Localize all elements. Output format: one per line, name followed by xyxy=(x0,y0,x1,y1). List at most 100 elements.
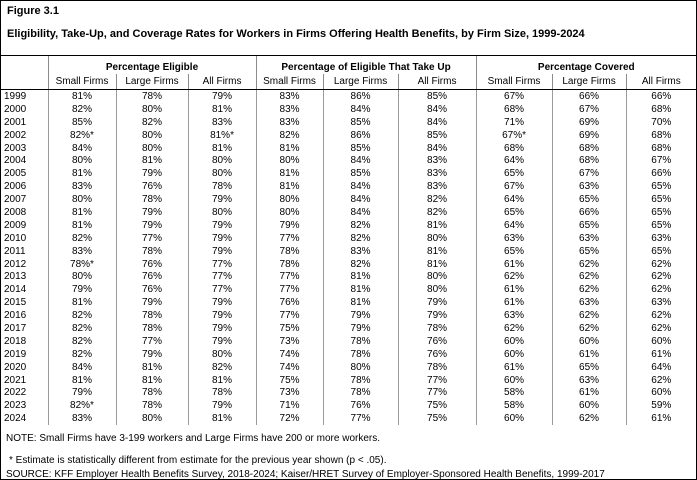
value-cell: 78% xyxy=(255,257,324,271)
value-cell: 85% xyxy=(322,167,399,181)
value-cell: 81% xyxy=(47,373,116,387)
value-cell: 62% xyxy=(551,309,627,323)
value-cell: 84% xyxy=(322,180,399,194)
value-cell: 82% xyxy=(47,322,116,335)
year-column-spacer xyxy=(1,56,48,74)
value-cell: 78% xyxy=(115,309,188,323)
value-cell: 80% xyxy=(322,360,399,374)
value-cell: 82% xyxy=(322,231,399,245)
value-cell: 84% xyxy=(397,141,477,155)
table-row: 2012 78%* 76% 77% 78% 82% 81% 61% 62% 62% xyxy=(1,257,696,271)
value-cell: 60% xyxy=(625,334,696,348)
year-cell: 2005 xyxy=(4,168,27,180)
value-cell: 78% xyxy=(115,386,188,400)
value-cell: 65% xyxy=(475,167,553,181)
value-cell: 62% xyxy=(625,270,696,284)
value-cell: 62% xyxy=(625,322,696,335)
value-cell: 82% xyxy=(397,206,477,219)
value-cell: 78% xyxy=(115,89,188,103)
value-cell: 60% xyxy=(475,347,553,361)
table-row: 2007 80% 78% 79% 80% 84% 82% 64% 65% 65% xyxy=(1,193,696,207)
value-cell: 63% xyxy=(551,373,627,387)
value-cell: 81% xyxy=(47,89,116,103)
value-cell: 80% xyxy=(115,128,188,142)
value-cell: 83% xyxy=(255,102,324,116)
note-text: NOTE: Small Firms have 3-199 workers and… xyxy=(6,433,381,445)
value-cell: 81% xyxy=(187,141,257,155)
value-cell: 78% xyxy=(322,373,399,387)
value-cell: 86% xyxy=(322,128,399,142)
table-row: 2003 84% 80% 81% 81% 85% 84% 68% 68% 68% xyxy=(1,141,696,155)
table-row: 2013 80% 76% 77% 77% 81% 80% 62% 62% 62% xyxy=(1,270,696,284)
value-cell: 80% xyxy=(255,154,324,168)
value-cell: 63% xyxy=(625,231,696,245)
value-cell: 78% xyxy=(115,399,188,413)
col-header-takeup-small-firms: Small Firms xyxy=(255,74,324,90)
value-cell: 84% xyxy=(47,360,116,374)
year-cell: 2013 xyxy=(4,271,27,283)
figure-label: Figure 3.1 xyxy=(7,5,59,17)
value-cell: 81%* xyxy=(187,128,257,142)
value-cell: 77% xyxy=(397,373,477,387)
value-cell: 60% xyxy=(475,334,553,348)
value-cell: 65% xyxy=(625,244,696,258)
value-cell: 80% xyxy=(397,283,477,297)
col-header-eligible-large-firms: Large Firms xyxy=(115,74,188,90)
value-cell: 79% xyxy=(187,309,257,323)
value-cell: 83% xyxy=(47,180,116,194)
value-cell: 84% xyxy=(47,141,116,155)
value-cell: 80% xyxy=(397,270,477,284)
value-cell: 83% xyxy=(397,154,477,168)
value-cell: 61% xyxy=(475,360,553,374)
value-cell: 66% xyxy=(625,89,696,103)
value-cell: 80% xyxy=(47,270,116,284)
data-table: Percentage Eligible Percentage of Eligib… xyxy=(1,56,696,426)
value-cell: 78% xyxy=(187,180,257,194)
value-cell: 79% xyxy=(322,322,399,335)
year-cell: 2001 xyxy=(4,116,27,128)
table-body: 1999 81% 78% 79% 83% 86% 85% 67% 66% 66% 2000 82% 80… xyxy=(1,89,696,426)
value-cell: 81% xyxy=(255,141,324,155)
value-cell: 68% xyxy=(551,141,627,155)
value-cell: 79% xyxy=(187,231,257,245)
year-cell: 2017 xyxy=(4,322,27,334)
value-cell: 67% xyxy=(475,180,553,194)
value-cell: 80% xyxy=(187,206,257,219)
value-cell: 63% xyxy=(551,180,627,194)
table-row: 2004 80% 81% 80% 80% 84% 83% 64% 68% 67% xyxy=(1,154,696,168)
table-row: 2017 82% 78% 79% 75% 79% 78% 62% 62% 62% xyxy=(1,322,696,335)
value-cell: 77% xyxy=(255,309,324,323)
value-cell: 79% xyxy=(115,206,188,219)
value-cell: 63% xyxy=(475,309,553,323)
value-cell: 83% xyxy=(397,167,477,181)
value-cell: 68% xyxy=(625,128,696,142)
value-cell: 65% xyxy=(551,244,627,258)
value-cell: 76% xyxy=(115,283,188,297)
value-cell: 78% xyxy=(322,386,399,400)
value-cell: 64% xyxy=(475,154,553,168)
title-block: Figure 3.1 Eligibility, Take-Up, and Cov… xyxy=(1,1,696,56)
year-cell: 2010 xyxy=(4,232,27,244)
value-cell: 81% xyxy=(47,296,116,310)
value-cell: 68% xyxy=(475,141,553,155)
table-row: 2010 82% 77% 79% 77% 82% 80% 63% 63% 63% xyxy=(1,231,696,245)
value-cell: 84% xyxy=(322,154,399,168)
value-cell: 60% xyxy=(551,334,627,348)
table-row: 2011 83% 78% 79% 78% 83% 81% 65% 65% 65% xyxy=(1,244,696,258)
value-cell: 83% xyxy=(322,244,399,258)
col-header-takeup-large-firms: Large Firms xyxy=(322,74,399,90)
value-cell: 81% xyxy=(397,218,477,232)
year-cell: 1999 xyxy=(4,90,27,102)
value-cell: 81% xyxy=(47,206,116,219)
value-cell: 66% xyxy=(625,167,696,181)
value-cell: 82% xyxy=(115,115,188,129)
value-cell: 81% xyxy=(397,244,477,258)
estimate-footnote-text: * Estimate is statistically different fr… xyxy=(9,455,387,467)
value-cell: 78% xyxy=(115,193,188,207)
value-cell: 81% xyxy=(115,154,188,168)
value-cell: 76% xyxy=(397,347,477,361)
value-cell: 79% xyxy=(187,334,257,348)
value-cell: 81% xyxy=(255,180,324,194)
value-cell: 76% xyxy=(115,270,188,284)
table-row: 2022 79% 78% 78% 73% 78% 77% 58% 61% 60% xyxy=(1,386,696,400)
